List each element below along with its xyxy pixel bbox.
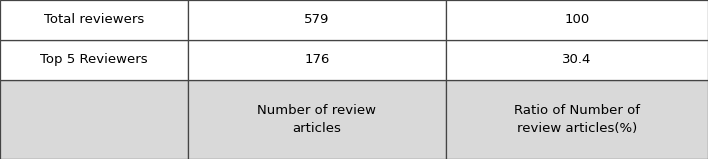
Bar <box>188 40 446 80</box>
Bar <box>0 0 188 40</box>
Bar <box>446 0 708 40</box>
Bar <box>0 40 188 80</box>
Text: 100: 100 <box>564 13 590 26</box>
Text: Number of review
articles: Number of review articles <box>257 104 377 135</box>
Bar <box>188 0 446 40</box>
Bar <box>188 80 446 159</box>
Text: 30.4: 30.4 <box>562 53 592 66</box>
Text: 176: 176 <box>304 53 329 66</box>
Bar <box>446 40 708 80</box>
Bar <box>446 80 708 159</box>
Text: Ratio of Number of
review articles(%): Ratio of Number of review articles(%) <box>514 104 640 135</box>
Bar <box>0 80 188 159</box>
Text: Total reviewers: Total reviewers <box>44 13 144 26</box>
Text: 579: 579 <box>304 13 329 26</box>
Text: Top 5 Reviewers: Top 5 Reviewers <box>40 53 148 66</box>
